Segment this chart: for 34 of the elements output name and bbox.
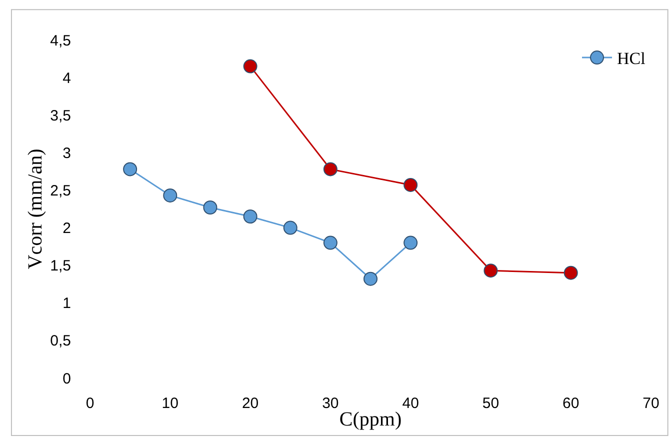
y-tick-label: 4,5 xyxy=(50,32,71,50)
y-tick-label: 1,5 xyxy=(50,258,71,275)
point xyxy=(203,200,218,214)
y-tick-label: 0,5 xyxy=(50,332,71,350)
y-tick-label: 2 xyxy=(62,220,71,238)
y-tick-label: 3,5 xyxy=(50,107,71,124)
x-tick-label: 70 xyxy=(642,395,660,412)
y-tick-label: 3 xyxy=(62,144,71,162)
x-tick-label: 30 xyxy=(322,395,339,412)
point xyxy=(404,178,418,192)
point xyxy=(163,188,178,202)
x-axis-title: C(ppm) xyxy=(339,408,402,430)
x-tick-label: 10 xyxy=(162,395,178,412)
point xyxy=(283,220,298,235)
point xyxy=(323,162,338,176)
x-tick-label: 20 xyxy=(242,395,259,412)
point xyxy=(243,210,258,224)
legend-label: HCl xyxy=(617,49,646,68)
x-tick-label: 50 xyxy=(482,395,500,412)
point xyxy=(564,266,578,280)
y-tick-label: 1 xyxy=(62,295,71,312)
point xyxy=(123,162,138,176)
x-tick-label: 60 xyxy=(562,395,580,412)
x-tick-label: 0 xyxy=(86,395,94,412)
y-tick-label: 2,5 xyxy=(50,182,71,200)
point xyxy=(364,272,378,286)
point xyxy=(323,236,338,250)
y-tick-label: 4 xyxy=(62,70,71,87)
point xyxy=(404,236,418,250)
y-axis-title: Vcorr (mm/an) xyxy=(24,148,47,270)
point xyxy=(484,264,498,278)
point xyxy=(243,59,258,74)
x-tick-label: 40 xyxy=(402,395,419,412)
y-tick-label: 0 xyxy=(62,370,71,388)
